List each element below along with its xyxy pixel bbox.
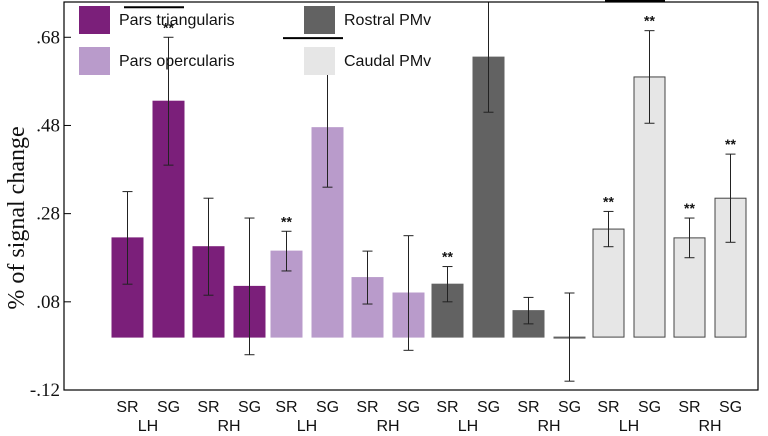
x-tick-hemisphere: RH: [698, 418, 721, 435]
y-axis-label: % of signal change: [4, 126, 30, 309]
y-tick-label: .08: [36, 292, 60, 313]
significance-marker: **: [603, 193, 614, 209]
x-tick-condition: SG: [397, 399, 420, 416]
significance-marker: **: [644, 13, 655, 29]
x-tick-condition: SR: [116, 399, 138, 416]
x-tick-hemisphere: LH: [458, 418, 478, 435]
y-tick-label: .68: [36, 27, 60, 48]
significance-marker: **: [442, 249, 453, 265]
x-tick-condition: SG: [719, 399, 742, 416]
x-tick-hemisphere: LH: [138, 418, 158, 435]
legend-swatch: [79, 47, 110, 75]
x-tick-hemisphere: LH: [619, 418, 639, 435]
x-tick-condition: SG: [558, 399, 581, 416]
x-tick-condition: SG: [157, 399, 180, 416]
x-tick-hemisphere: RH: [376, 418, 399, 435]
plot-frame: [63, 1, 759, 391]
legend-label: Pars triangularis: [119, 12, 235, 29]
x-tick-condition: SR: [517, 399, 539, 416]
y-tick-label: .48: [36, 115, 60, 136]
x-tick-condition: SG: [238, 399, 261, 416]
y-tick-label: .28: [36, 204, 60, 225]
y-tick-label: -.12: [30, 380, 60, 401]
y-axis: -.12 .08 .28 .48 .68: [30, 27, 71, 401]
x-tick-condition: SR: [678, 399, 700, 416]
legend-label: Caudal PMv: [344, 53, 431, 70]
significance-marker: **: [163, 19, 174, 35]
x-axis: SR SG SR SG LH RH SR SG SR SG LH RH SR SG SR SG LH RH SR SG…: [116, 399, 742, 435]
legend-swatch: [304, 47, 335, 75]
x-tick-hemisphere: RH: [537, 418, 560, 435]
legend-swatch: [79, 6, 110, 34]
legend: Pars triangularis Pars opercularis Rostral…: [79, 6, 431, 75]
x-tick-condition: SR: [436, 399, 458, 416]
significance-marker: **: [725, 136, 736, 152]
legend-label: Pars opercularis: [119, 53, 235, 70]
bars-layer: ************************: [111, 0, 747, 382]
x-tick-condition: SG: [316, 399, 339, 416]
x-tick-condition: SG: [477, 399, 500, 416]
x-tick-condition: SR: [197, 399, 219, 416]
x-tick-hemisphere: RH: [217, 418, 240, 435]
x-tick-hemisphere: LH: [297, 418, 317, 435]
significance-marker: **: [684, 200, 695, 216]
x-tick-condition: SR: [597, 399, 619, 416]
x-tick-condition: SG: [638, 399, 661, 416]
legend-label: Rostral PMv: [344, 12, 431, 29]
x-tick-condition: SR: [356, 399, 378, 416]
significance-marker: **: [281, 213, 292, 229]
comparison-marker: *: [151, 0, 157, 6]
x-tick-condition: SR: [275, 399, 297, 416]
legend-swatch: [304, 6, 335, 34]
